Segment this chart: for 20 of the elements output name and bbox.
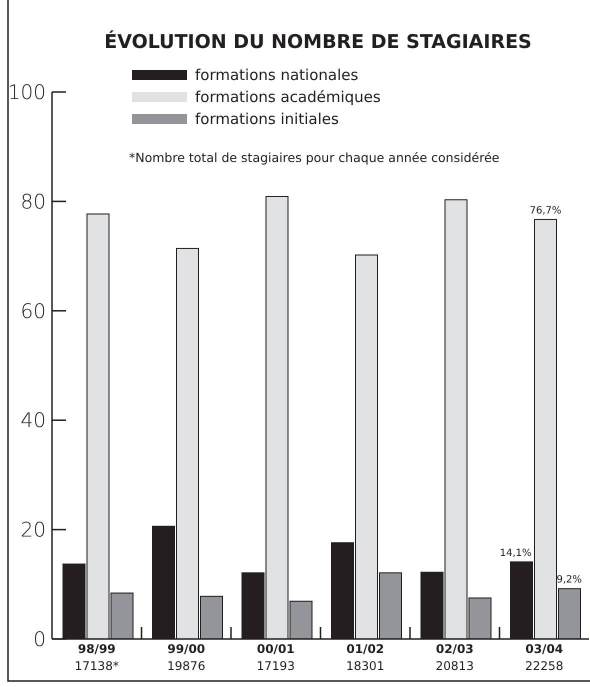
x-tick-label: 99/00 19876	[167, 642, 206, 673]
legend-label: formations académiques	[195, 88, 381, 106]
y-tick-label: 60	[20, 298, 46, 323]
y-tick-label: 20	[20, 518, 46, 542]
chart-title: ÉVOLUTION DU NOMBRE DE STAGIAIRES	[104, 30, 532, 53]
legend-label: formations initiales	[195, 110, 339, 128]
y-tick-label: 40	[20, 408, 46, 432]
data-label: 9,2%	[556, 574, 582, 586]
y-tick-label: 80	[20, 189, 46, 214]
x-tick-label: 03/04 22258	[525, 642, 564, 673]
x-tick-label: 02/03 20813	[436, 642, 474, 673]
x-tick-label: 00/01 17193	[256, 642, 295, 673]
data-label: 14,1%	[500, 548, 532, 559]
x-tick-label: 98/99 17138*	[74, 642, 119, 673]
y-tick-label: 0	[33, 627, 46, 651]
x-tick-label: 01/02 18301	[346, 642, 384, 673]
legend-label: formations nationales	[195, 66, 358, 84]
y-tick-label: 100	[8, 80, 46, 104]
data-label: 76,7%	[530, 205, 562, 216]
annotation: *Nombre total de stagiaires pour chaque année considérée	[129, 150, 500, 165]
